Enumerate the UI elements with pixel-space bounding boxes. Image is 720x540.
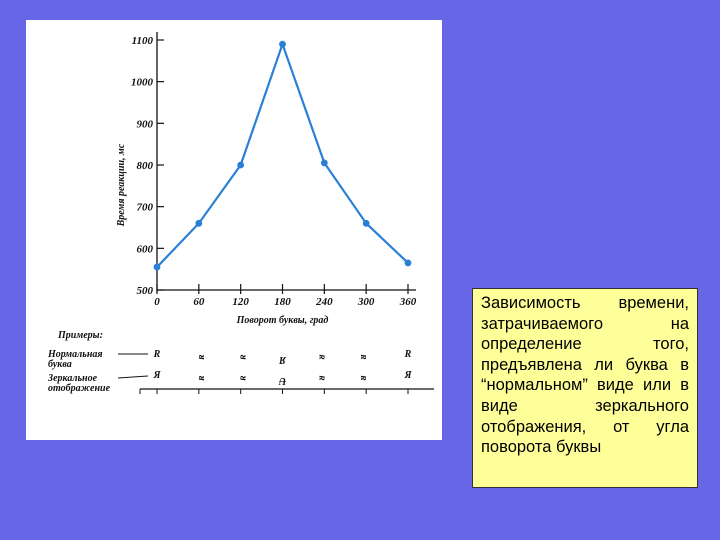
data-point-120: [237, 161, 245, 169]
reaction-time-chart: 500 600 700 800 900 1000 1100 0 60 120 180 240 300 36…: [47, 32, 434, 394]
normal-glyph-240: ᴚ: [316, 354, 327, 359]
x-axis-title: Поворот буквы, град: [236, 315, 329, 326]
mirror-label-line1: Зеркальное: [47, 373, 98, 384]
mirror-glyph-0: Я: [153, 370, 162, 381]
normal-glyph-180: Я: [278, 354, 287, 365]
series-line: [156, 40, 409, 268]
y-tick-label-600: 600: [137, 243, 154, 255]
data-point-180: [279, 40, 286, 48]
mirror-glyph-180: Ʉ: [278, 375, 286, 386]
examples-title: Примеры:: [57, 330, 103, 341]
y-tick-label-900: 900: [137, 118, 154, 130]
mirror-glyph-240: ᴚ: [316, 375, 327, 380]
x-tick-label-240: 240: [315, 296, 333, 308]
y-tick-label-800: 800: [137, 160, 154, 172]
y-tick-label-1100: 1100: [132, 35, 154, 47]
mirror-glyph-120: ᴚ: [238, 376, 249, 381]
data-point-60: [195, 219, 203, 227]
normal-label-line2: буква: [48, 359, 72, 370]
y-axis-title: Время реакции, мс: [116, 143, 127, 227]
data-point-360: [404, 259, 412, 267]
normal-glyph-120: ᴚ: [238, 355, 249, 360]
y-tick-label-500: 500: [137, 285, 154, 297]
y-tick-label-1000: 1000: [131, 77, 154, 89]
mirror-label-line2: отображение: [48, 383, 111, 394]
normal-label-line1: Нормальная: [47, 349, 103, 360]
mirror-glyph-60: ᴚ: [196, 376, 207, 381]
data-point-0: [153, 263, 161, 271]
figure-panel: 500 600 700 800 900 1000 1100 0 60 120 180 240 300 36…: [26, 20, 442, 440]
mirror-glyph-360: Я: [404, 370, 413, 381]
x-tick-label-60: 60: [193, 296, 205, 308]
mirror-leader-line: [117, 375, 149, 379]
normal-glyph-300: ᴚ: [358, 354, 369, 359]
normal-glyph-60: ᴚ: [196, 355, 207, 360]
y-tick-label-700: 700: [137, 202, 154, 214]
data-point-300: [362, 219, 370, 227]
mirror-glyph-300: ᴚ: [358, 375, 369, 380]
x-tick-label-300: 300: [357, 296, 375, 308]
normal-glyph-360: R: [404, 349, 412, 360]
x-tick-label-180: 180: [274, 296, 291, 308]
caption-box: Зависимость времени, затрачиваемого на о…: [472, 288, 698, 488]
x-tick-label-120: 120: [232, 296, 249, 308]
x-tick-label-0: 0: [154, 296, 160, 308]
normal-glyph-0: R: [153, 349, 161, 360]
x-tick-label-360: 360: [399, 296, 417, 308]
caption-text: Зависимость времени, затрачиваемого на о…: [481, 294, 689, 457]
data-point-240: [320, 159, 328, 167]
